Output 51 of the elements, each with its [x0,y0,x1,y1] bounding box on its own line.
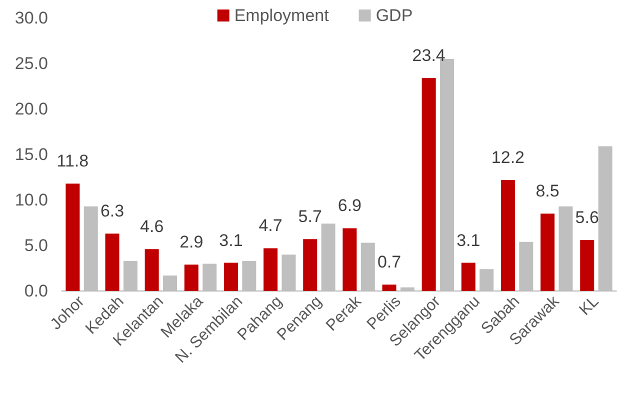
bar [264,248,278,291]
legend-label: GDP [376,6,413,25]
data-label: 12.2 [491,148,525,167]
y-tick-label: 30.0 [14,8,48,28]
bar [461,262,476,291]
bar [558,206,573,291]
bar [422,78,436,291]
data-label: 5.7 [298,207,322,226]
y-tick-label: 25.0 [14,54,48,73]
bar [144,249,159,291]
bar [123,260,138,291]
bar [598,146,612,291]
bar [519,242,534,291]
data-label: 11.8 [56,152,89,171]
data-label: 3.1 [456,230,480,250]
y-tick-label: 5.0 [24,236,48,255]
data-label: 6.9 [338,196,362,216]
bar [224,262,238,291]
data-label: 5.6 [575,208,599,228]
bar [580,240,594,291]
data-label: 4.6 [140,217,164,236]
bar [84,206,98,291]
y-tick-label: 15.0 [14,145,48,164]
bar [500,180,515,291]
bar [382,284,396,291]
data-label: 6.3 [100,202,124,221]
bar [184,264,198,291]
bar [282,254,296,291]
bar [66,184,80,291]
bar [342,228,357,291]
data-label: 4.7 [258,216,282,236]
y-tick-label: 10.0 [14,190,48,210]
bar [202,264,217,291]
bar [360,242,375,291]
bar [540,214,555,291]
bar [163,276,178,291]
bar [242,260,256,291]
y-tick-label: 20.0 [14,100,48,118]
legend-label: Employment [234,6,330,25]
data-label: 2.9 [180,232,204,252]
bar [105,234,120,291]
data-label: 8.5 [536,182,560,201]
data-label: 23.4 [412,46,446,66]
bar [321,224,336,291]
bar [480,269,494,291]
x-tick-label: KL [576,292,602,319]
data-label: 0.7 [377,252,402,272]
bar [303,239,318,291]
bar [400,287,414,291]
y-tick-label: 0.0 [24,282,48,300]
data-label: 3.1 [219,230,243,250]
